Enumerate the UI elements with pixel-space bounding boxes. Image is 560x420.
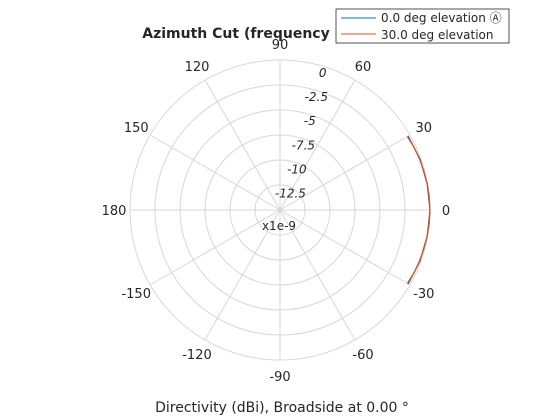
angle-tick-0: 0 (442, 204, 450, 219)
chart-caption: Directivity (dBi), Broadside at 0.00 ° (155, 400, 409, 416)
radial-tick-3: -7.5 (292, 138, 315, 152)
radial-tick-0: 0 (319, 66, 327, 80)
angle-tick--150: -150 (121, 287, 151, 302)
radial-tick-1: -2.5 (305, 90, 328, 104)
series-lines (406, 135, 431, 285)
grid-spoke-5 (149, 134, 281, 211)
grid-spoke-11 (279, 209, 411, 286)
angle-tick-120: 120 (185, 60, 210, 75)
grid-spoke-7 (149, 209, 281, 286)
grid-spoke-2 (279, 79, 356, 211)
grid-spoke-8 (204, 209, 281, 341)
radial-multiplier-label: x1e-9 (262, 219, 296, 233)
angle-tick--30: -30 (413, 287, 434, 302)
series-line-1 (406, 136, 431, 284)
polar-grid (129, 59, 431, 361)
radial-tick-4: -10 (287, 162, 307, 176)
angle-tick-180: 180 (102, 204, 127, 219)
legend-entry-1: 30.0 deg elevation (381, 28, 494, 42)
angle-tick-150: 150 (124, 121, 149, 136)
angle-tick--60: -60 (352, 348, 373, 363)
grid-spoke-10 (279, 209, 356, 341)
angle-tick-labels: 0 30 60 90 120 150 180 -150 -120 -90 -60 -30 (102, 38, 451, 385)
legend: 0.0 deg elevation Ⓐ 30.0 deg elevation (335, 8, 510, 44)
radial-tick-labels: 0 -2.5 -5 -7.5 -10 -12.5 (275, 66, 328, 201)
legend-entry-0: 0.0 deg elevation Ⓐ (381, 11, 502, 25)
legend-box (335, 8, 510, 44)
angle-tick-30: 30 (415, 121, 432, 136)
radial-tick-2: -5 (304, 114, 316, 128)
angle-tick--90: -90 (269, 370, 290, 385)
radial-tick-5: -12.5 (275, 187, 306, 201)
grid-spoke-4 (204, 79, 281, 211)
grid-spoke-1 (279, 134, 411, 211)
angle-tick-60: 60 (355, 60, 372, 75)
angle-tick-90: 90 (272, 38, 289, 53)
angle-tick--120: -120 (182, 348, 212, 363)
chart-title: Azimuth Cut (frequency (142, 26, 329, 42)
